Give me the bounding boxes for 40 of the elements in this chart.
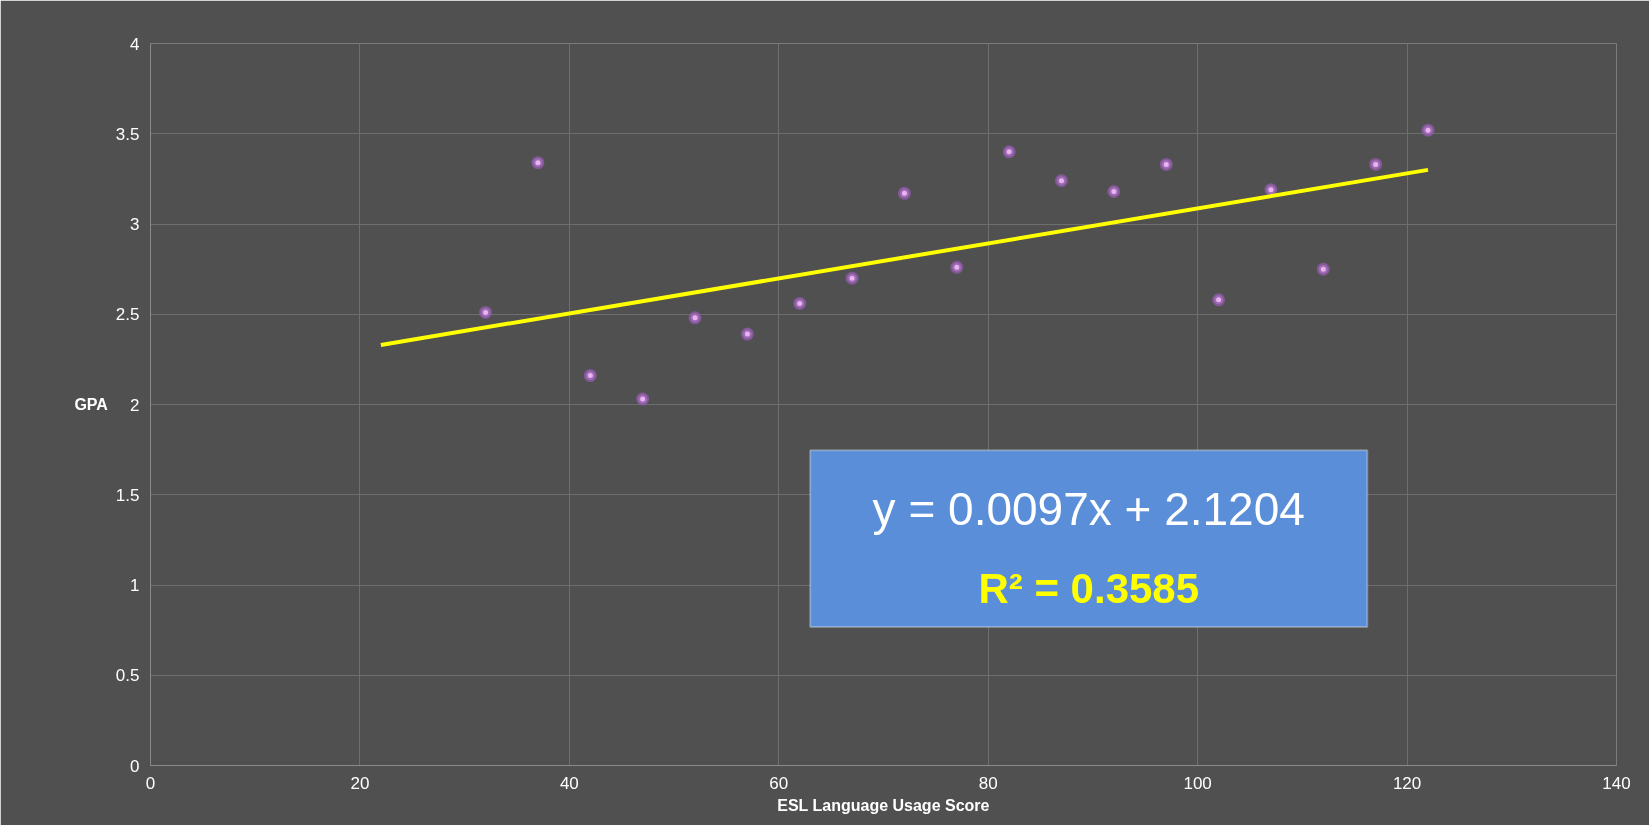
x-axis-title: ESL Language Usage Score [777, 796, 990, 814]
y-tick-label: 1.5 [115, 485, 140, 505]
x-tick-label: 140 [1602, 773, 1631, 793]
y-tick-label: 2 [130, 395, 140, 415]
point [583, 369, 597, 383]
y-tick-label: 1 [130, 576, 140, 595]
x-tick-label: 80 [978, 773, 998, 793]
point [531, 156, 545, 170]
point [1002, 145, 1016, 159]
x-tick-label: 120 [1392, 773, 1422, 793]
point [636, 392, 650, 406]
y-tick-label: 3 [130, 215, 140, 234]
point [740, 327, 754, 341]
point [1212, 293, 1226, 307]
point [1421, 123, 1435, 137]
point [1159, 157, 1173, 171]
point [793, 296, 807, 310]
annotation: R² = 0.3585 [978, 565, 1200, 613]
x-tick-label: 60 [769, 773, 789, 793]
x-tick-label: 40 [559, 773, 579, 793]
annotation: y = 0.0097x + 2.1204 [872, 483, 1305, 536]
y-tick-label: 4 [130, 34, 140, 54]
point [845, 271, 859, 285]
point [479, 305, 493, 319]
x-tick-label: 100 [1183, 773, 1212, 793]
point [1316, 262, 1330, 276]
x-tick-label: 0 [145, 773, 156, 793]
point [1264, 183, 1278, 197]
point [897, 186, 911, 200]
y-tick-label: 0 [130, 756, 140, 776]
point [688, 311, 702, 325]
y-axis-title: GPA [74, 396, 109, 413]
point [1055, 174, 1069, 188]
point [1107, 185, 1121, 198]
y-tick-label: 2.5 [115, 305, 140, 325]
y-tick-label: 0.5 [115, 666, 140, 686]
point [1369, 157, 1383, 171]
x-tick-label: 20 [350, 773, 370, 793]
point [950, 260, 964, 274]
y-tick-label: 3.5 [115, 124, 140, 144]
